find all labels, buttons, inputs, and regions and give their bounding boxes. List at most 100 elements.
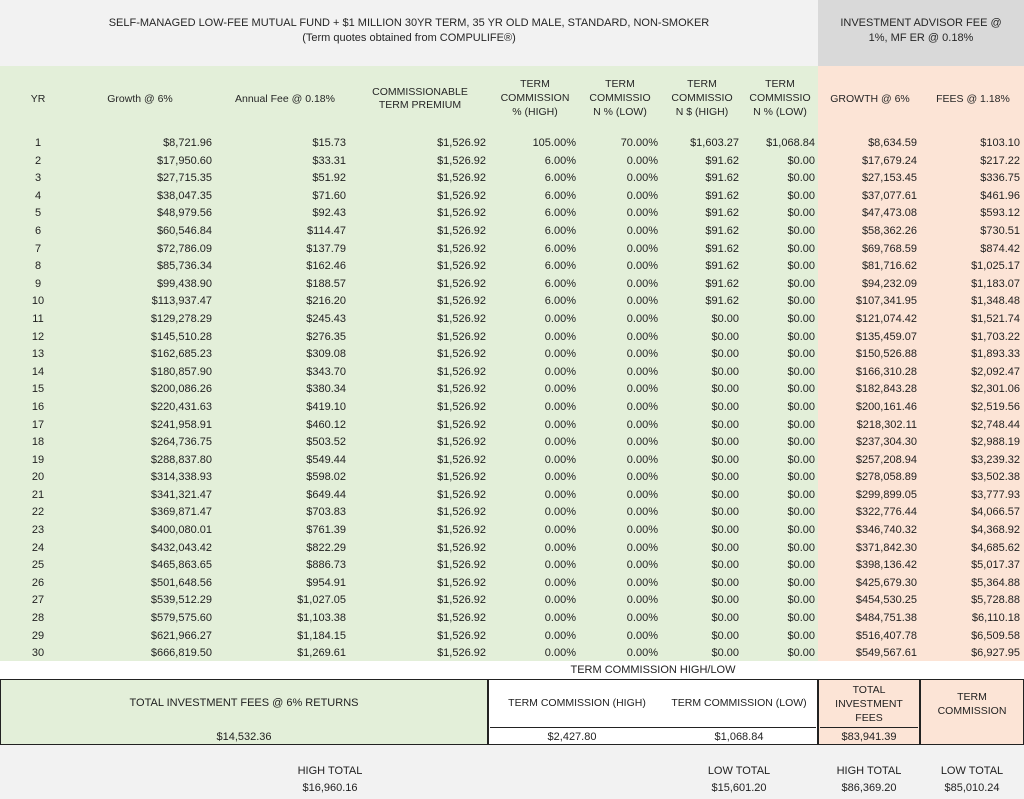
advisor-title: INVESTMENT ADVISOR FEE @ [840,17,1002,29]
table-row: 6 $60,546.84 $114.47 $1,526.92 6.00% 0.00% $91… [0,223,1024,241]
cell-advisor-fees: $1,183.07 [971,277,1020,290]
cell-advisor-growth: $47,473.08 [861,207,917,220]
cell-tc-amt-high: $91.62 [705,277,739,290]
cell-tc-amt-low: $0.00 [787,436,815,449]
cell-comm-premium: $1,526.92 [437,312,486,325]
cell-comm-premium: $1,526.92 [437,524,486,537]
header-comm-premium-2: TERM PREMIUM [378,99,462,111]
cell-tc-amt-low: $0.00 [787,541,815,554]
cell-tc-pct-high: 6.00% [544,295,576,308]
cell-advisor-growth: $94,232.09 [861,277,917,290]
cell-tc-amt-low: $0.00 [787,506,815,519]
cell-tc-pct-high: 0.00% [544,400,576,413]
cell-growth: $200,086.26 [150,383,212,396]
cell-tc-amt-low: $0.00 [787,453,815,466]
cell-tc-pct-low: 0.00% [626,594,658,607]
cell-advisor-fees: $2,988.19 [971,436,1020,449]
cell-advisor-growth: $237,304.30 [855,436,917,449]
header-tc-amt-high-1: TERM [687,78,717,90]
cell-tc-pct-low: 0.00% [626,576,658,589]
title-band [0,0,818,66]
header-tc-pct-high-2: COMMISSION [500,92,570,104]
cell-advisor-growth: $322,776.44 [855,506,917,519]
cell-yr: 6 [34,224,42,237]
cell-tc-amt-high: $91.62 [705,260,739,273]
advisor-total-fees-divider [820,727,918,728]
cell-annual-fee: $503.52 [306,436,346,449]
cell-tc-pct-high: 0.00% [544,559,576,572]
cell-tc-amt-high: $0.00 [711,400,739,413]
cell-advisor-growth: $371,842.30 [855,541,917,554]
cell-yr: 16 [31,400,45,413]
cell-advisor-fees: $1,025.17 [971,260,1020,273]
table-row: 12 $145,510.28 $276.35 $1,526.92 0.00% 0.00% $… [0,329,1024,347]
cell-tc-pct-low: 0.00% [626,312,658,325]
header-tc-amt-low-2: COMMISSIO [749,92,811,104]
cell-comm-premium: $1,526.92 [437,541,486,554]
cell-growth: $264,736.75 [150,436,212,449]
cell-tc-pct-high: 0.00% [544,524,576,537]
advisor-high-total-value: $86,369.20 [841,782,897,794]
cell-yr: 19 [31,453,45,466]
cell-advisor-fees: $1,348.48 [971,295,1020,308]
cell-advisor-fees: $103.10 [980,137,1020,149]
cell-tc-pct-high: 0.00% [544,312,576,325]
cell-annual-fee: $216.20 [306,295,346,308]
cell-tc-amt-low: $1,068.84 [766,137,815,149]
cell-growth: $288,837.80 [150,453,212,466]
table-row: 19 $288,837.80 $549.44 $1,526.92 0.00% 0.00% $… [0,452,1024,470]
cell-annual-fee: $188.57 [306,277,346,290]
cell-tc-pct-high: 0.00% [544,594,576,607]
cell-annual-fee: $549.44 [306,453,346,466]
tc-high-value: $2,427.80 [547,731,597,743]
cell-tc-pct-low: 0.00% [626,629,658,642]
cell-yr: 25 [31,559,45,572]
advisor-term-commission-label: TERM COMMISSION [920,690,1024,718]
cell-tc-pct-low: 0.00% [626,207,658,220]
cell-annual-fee: $598.02 [306,471,346,484]
cell-advisor-growth: $121,074.42 [855,312,917,325]
header-tc-pct-high-1: TERM [520,78,550,90]
cell-advisor-growth: $484,751.38 [855,612,917,625]
cell-tc-pct-low: 0.00% [626,189,658,202]
cell-tc-pct-low: 0.00% [626,224,658,237]
cell-annual-fee: $276.35 [306,330,346,343]
low-total-value: $15,601.20 [711,782,767,794]
advisor-total-fees-label-2: INVESTMENT [835,698,903,710]
table-row: 30 $666,819.50 $1,269.61 $1,526.92 0.00% 0.00… [0,645,1024,663]
table-row: 23 $400,080.01 $761.39 $1,526.92 0.00% 0.00% $… [0,522,1024,540]
cell-tc-amt-high: $1,603.27 [690,137,739,149]
cell-advisor-fees: $2,519.56 [971,400,1020,413]
cell-tc-pct-high: 0.00% [544,541,576,554]
header-advisor-growth: GROWTH @ 6% [830,93,910,105]
cell-advisor-fees: $593.12 [980,207,1020,220]
cell-tc-amt-high: $0.00 [711,471,739,484]
cell-advisor-fees: $874.42 [980,242,1020,255]
cell-tc-pct-high: 0.00% [544,436,576,449]
cell-tc-pct-low: 0.00% [626,647,658,660]
cell-advisor-fees: $3,239.32 [971,453,1020,466]
cell-yr: 21 [31,488,45,501]
cell-growth: $48,979.56 [156,207,212,220]
term-commission-box [488,679,818,745]
header-comm-premium-1: COMMISSIONABLE [372,86,468,98]
cell-advisor-growth: $516,407.78 [855,629,917,642]
cell-tc-amt-low: $0.00 [787,365,815,378]
cell-growth: $72,786.09 [156,242,212,255]
cell-growth: $621,966.27 [150,629,212,642]
total-investment-fees-label: TOTAL INVESTMENT FEES @ 6% RETURNS [129,697,359,709]
cell-tc-pct-low: 0.00% [626,453,658,466]
cell-comm-premium: $1,526.92 [437,594,486,607]
cell-tc-pct-high: 105.00% [532,137,576,149]
cell-tc-amt-low: $0.00 [787,242,815,255]
cell-growth: $145,510.28 [150,330,212,343]
cell-tc-pct-low: 0.00% [626,365,658,378]
cell-advisor-growth: $166,310.28 [855,365,917,378]
table-row: 1 $8,721.96 $15.73 $1,526.92 105.00% 70.00% $1… [0,135,1024,153]
cell-tc-pct-high: 0.00% [544,348,576,361]
header-tc-amt-high-2: COMMISSIO [671,92,733,104]
cell-tc-amt-low: $0.00 [787,524,815,537]
table-row: 13 $162,685.23 $309.08 $1,526.92 0.00% 0.00% $… [0,346,1024,364]
cell-tc-pct-low: 0.00% [626,524,658,537]
cell-yr: 18 [31,436,45,449]
